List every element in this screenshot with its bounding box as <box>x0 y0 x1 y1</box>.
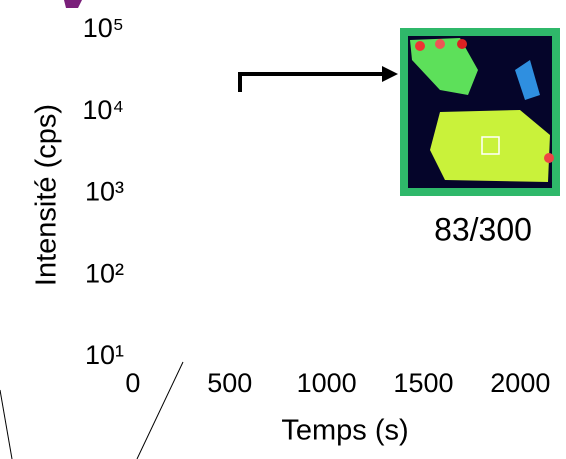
y-axis-title: Intensité (cps) <box>31 104 63 286</box>
inset-image <box>400 28 560 196</box>
x-tick-label: 1500 <box>393 368 453 398</box>
y-tick-label: 10³ <box>85 177 124 207</box>
x-tick-label: 2000 <box>490 368 550 398</box>
decoration <box>136 361 184 459</box>
arrow-head <box>382 66 398 82</box>
y-tick-label: 10⁴ <box>82 95 124 125</box>
decoration <box>64 0 82 8</box>
y-tick-label: 10⁵ <box>83 13 124 43</box>
decoration <box>0 389 13 459</box>
arrow <box>238 72 385 92</box>
y-tick-label: 10¹ <box>85 340 124 370</box>
x-tick-label: 0 <box>125 368 140 398</box>
x-tick-label: 1000 <box>297 368 357 398</box>
x-axis-title: Temps (s) <box>281 415 408 447</box>
x-tick-label: 500 <box>207 368 252 398</box>
annotation: 83/300 <box>434 211 532 247</box>
y-tick-label: 10² <box>85 258 124 288</box>
